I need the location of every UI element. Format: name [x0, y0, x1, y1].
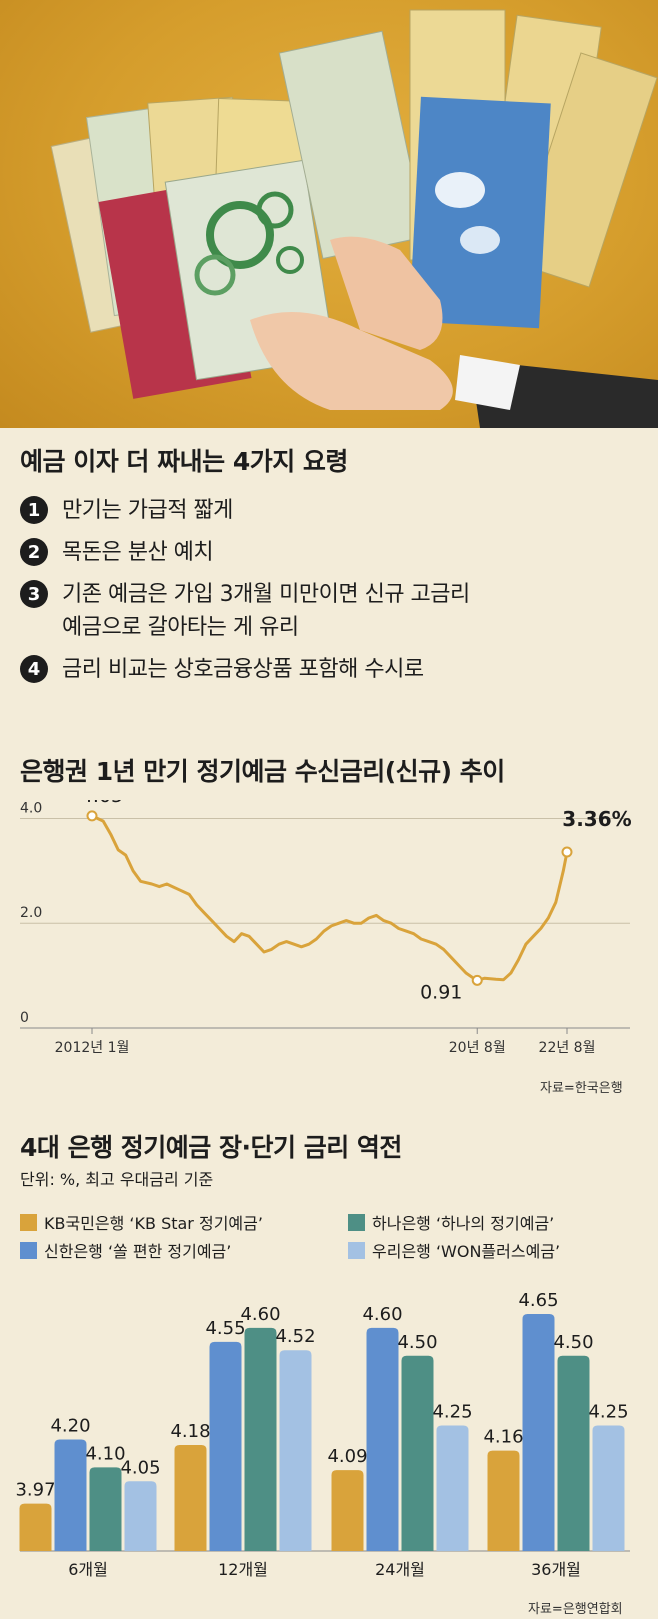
- legend-item: 우리은행 ‘WON플러스예금’: [348, 1238, 560, 1262]
- bar-value-label: 4.16: [483, 1427, 523, 1448]
- category-label: 24개월: [375, 1560, 425, 1579]
- data-point-label: 3.36%: [562, 807, 631, 831]
- tip-number-badge: 1: [20, 496, 48, 524]
- bar-value-label: 4.09: [327, 1446, 367, 1467]
- tip-number-badge: 2: [20, 538, 48, 566]
- legend-label: 신한은행 ‘쏠 편한 정기예금’: [44, 1242, 232, 1261]
- bar-value-label: 4.50: [553, 1332, 593, 1353]
- bar-value-label: 4.50: [397, 1332, 437, 1353]
- bar-value-label: 4.18: [170, 1421, 210, 1442]
- bar: [279, 1350, 312, 1551]
- x-tick-label: 20년 8월: [449, 1040, 506, 1056]
- tips-list: 1 만기는 가급적 짧게 2 목돈은 분산 예치 3 기존 예금은 가입 3개월…: [20, 494, 470, 695]
- bank-rates-bar-chart: 3.974.204.104.056개월4.184.554.604.5212개월4…: [15, 1290, 630, 1579]
- tip-text: 금리 비교는 상호금융상품 포함해 수시로: [62, 657, 424, 682]
- bar: [89, 1467, 122, 1551]
- bar: [592, 1425, 625, 1551]
- line-chart-title: 은행권 1년 만기 정기예금 수신금리(신규) 추이: [20, 757, 505, 786]
- legend-swatch: [348, 1241, 365, 1259]
- tip-text: 목돈은 분산 예치: [62, 540, 214, 565]
- bar: [244, 1327, 277, 1551]
- tip-text: 기존 예금은 가입 3개월 미만이면 신규 고금리 예금으로 갈아타는 게 유리: [62, 582, 470, 640]
- bar: [487, 1450, 520, 1551]
- bar-value-label: 4.55: [205, 1318, 245, 1339]
- interest-rate-line-chart: 4.0 2.0 0 2012년 1월 20년 8월 22년 8월 4.05 0.91 3.36%: [20, 800, 632, 1056]
- bar-chart-unit-note: 단위: %, 최고 우대금리 기준: [20, 1170, 214, 1189]
- line-chart-source: 자료=한국은행: [540, 1081, 623, 1096]
- tip-number-badge: 4: [20, 655, 48, 683]
- bar: [557, 1355, 590, 1551]
- legend-label: 하나은행 ‘하나의 정기예금’: [372, 1214, 555, 1233]
- tip-item: 4 금리 비교는 상호금융상품 포함해 수시로: [20, 653, 470, 686]
- x-tick-label: 22년 8월: [539, 1040, 596, 1056]
- data-point-marker: [471, 974, 483, 986]
- legend-swatch: [20, 1241, 37, 1259]
- tip-number-badge: 3: [20, 580, 48, 608]
- data-point-marker: [86, 810, 98, 822]
- bar-value-label: 4.65: [518, 1290, 558, 1311]
- bar-value-label: 4.60: [362, 1304, 402, 1325]
- category-label: 36개월: [531, 1560, 581, 1579]
- data-point-marker: [561, 846, 573, 858]
- bar: [366, 1327, 399, 1551]
- x-tick-label: 2012년 1월: [55, 1040, 130, 1056]
- data-point-label: 0.91: [420, 981, 462, 1003]
- bar-value-label: 4.25: [588, 1402, 628, 1423]
- bar: [209, 1341, 242, 1551]
- legend-item: KB국민은행 ‘KB Star 정기예금’: [20, 1210, 263, 1234]
- legend-label: KB국민은행 ‘KB Star 정기예금’: [44, 1214, 263, 1233]
- money-hands-illustration: [50, 9, 658, 428]
- bar: [331, 1470, 364, 1551]
- y-tick-label: 4.0: [20, 800, 42, 816]
- tip-item: 2 목돈은 분산 예치: [20, 536, 470, 569]
- y-tick-label: 0: [20, 1010, 29, 1026]
- bar-value-label: 3.97: [15, 1480, 55, 1501]
- bar-value-label: 4.60: [240, 1304, 280, 1325]
- bar-value-label: 4.52: [275, 1326, 315, 1347]
- bar: [522, 1313, 555, 1551]
- bar-chart-source: 자료=은행연합회: [528, 1602, 623, 1617]
- legend-item: 하나은행 ‘하나의 정기예금’: [348, 1210, 554, 1234]
- bar-chart-title: 4대 은행 정기예금 장·단기 금리 역전: [20, 1133, 402, 1162]
- y-tick-label: 2.0: [20, 905, 42, 921]
- tips-title: 예금 이자 더 짜내는 4가지 요령: [20, 447, 348, 476]
- legend-swatch: [348, 1213, 365, 1231]
- category-label: 6개월: [68, 1560, 108, 1579]
- tip-item: 3 기존 예금은 가입 3개월 미만이면 신규 고금리 예금으로 갈아타는 게 …: [20, 578, 470, 644]
- bar: [401, 1355, 434, 1551]
- legend-label: 우리은행 ‘WON플러스예금’: [372, 1242, 561, 1261]
- bar-value-label: 4.25: [432, 1402, 472, 1423]
- bar: [436, 1425, 469, 1551]
- category-label: 12개월: [218, 1560, 268, 1579]
- tip-item: 1 만기는 가급적 짧게: [20, 494, 470, 527]
- legend-swatch: [20, 1213, 37, 1231]
- bar-value-label: 4.20: [50, 1415, 90, 1436]
- bar: [174, 1445, 207, 1551]
- header-photo: [0, 0, 658, 428]
- bar: [124, 1481, 157, 1551]
- legend-item: 신한은행 ‘쏠 편한 정기예금’: [20, 1238, 231, 1262]
- bar-value-label: 4.10: [85, 1443, 125, 1464]
- bar: [54, 1439, 87, 1551]
- tip-text: 만기는 가급적 짧게: [62, 498, 233, 523]
- bar: [19, 1503, 52, 1551]
- data-point-label: 4.05: [81, 800, 123, 807]
- bar-value-label: 4.05: [120, 1457, 160, 1478]
- rate-series-line: [91, 814, 569, 982]
